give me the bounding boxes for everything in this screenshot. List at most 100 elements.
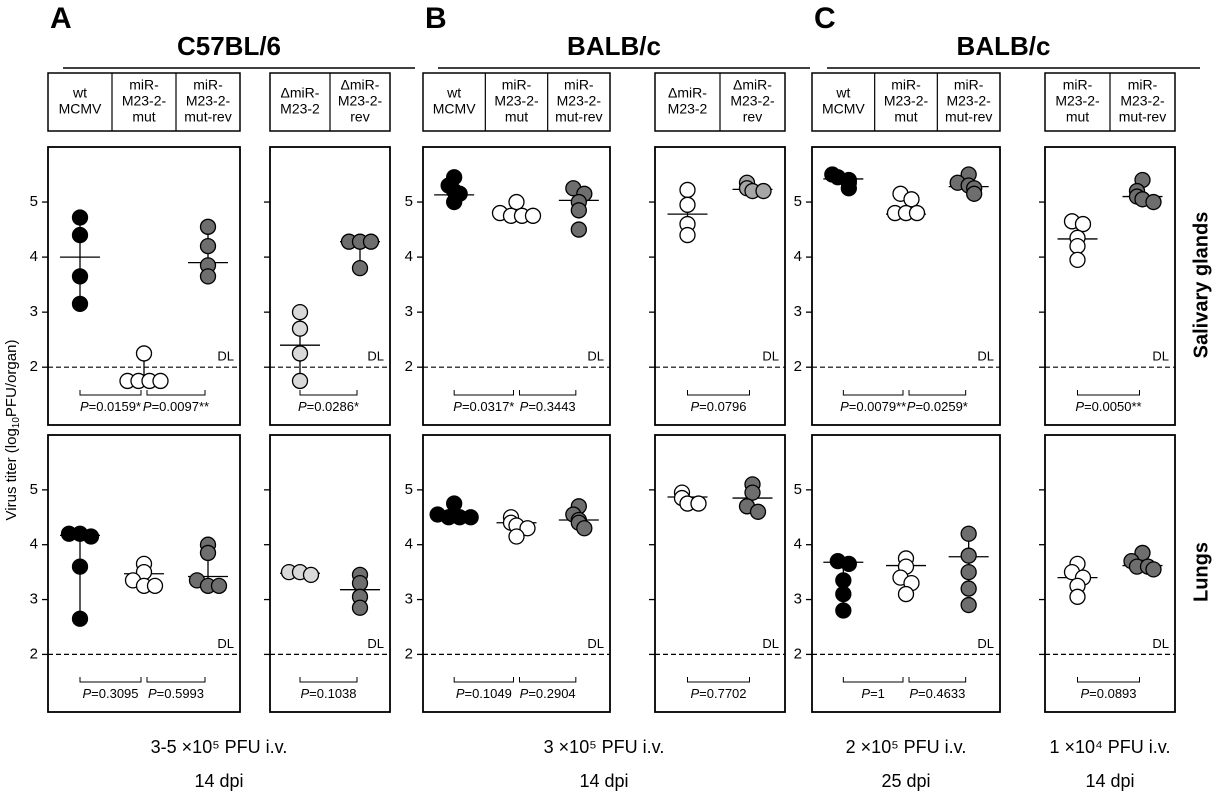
data-point (82, 528, 100, 545)
condition-label: mut-rev (555, 109, 602, 125)
data-point (840, 180, 857, 197)
panel-frame (47, 146, 241, 426)
data-point (960, 596, 977, 614)
dl-label: DL (367, 349, 384, 364)
y-tick-label: 4 (30, 248, 38, 265)
data-point (1134, 544, 1151, 562)
data-point (570, 202, 587, 219)
data-point (960, 525, 977, 542)
row-label: Lungs (1190, 542, 1212, 602)
y-tick-label: 3 (30, 591, 38, 608)
p-value-text: =0.5993 (157, 686, 204, 701)
p-value: P=0.1049 (456, 686, 512, 701)
p-bracket (519, 390, 577, 396)
panel-letter: B (425, 2, 447, 35)
p-value: P=0.0079** (840, 399, 906, 414)
time-label: 25 dpi (881, 771, 930, 791)
p-symbol: P (298, 399, 307, 414)
condition-label: mut-rev (184, 109, 231, 125)
dl-label: DL (977, 636, 994, 651)
data-point (508, 528, 525, 545)
data-point (835, 602, 852, 619)
data-point (679, 226, 696, 244)
dose-label: 1 ×10⁴ PFU i.v. (1050, 737, 1171, 757)
data-point (835, 585, 852, 603)
y-tick-label: 4 (405, 536, 413, 553)
panel-frame (1044, 434, 1176, 713)
data-point (291, 372, 309, 390)
p-bracket (1077, 390, 1140, 396)
p-value: P=0.3443 (520, 399, 576, 414)
data-point (71, 558, 89, 575)
y-tick-label: 2 (30, 358, 38, 375)
condition-label: miR- (1128, 77, 1158, 93)
p-bracket (908, 677, 967, 683)
p-bracket (908, 390, 967, 396)
condition-label: M23-2- (946, 93, 991, 109)
dose-label: 2 ×10⁵ PFU i.v. (846, 737, 967, 757)
data-point (755, 182, 772, 200)
data-point (524, 207, 542, 224)
data-point (1069, 588, 1086, 605)
condition-label: ΔmiR- (733, 77, 772, 93)
data-point (291, 320, 309, 337)
data-point (1069, 237, 1086, 255)
data-point (199, 218, 217, 235)
data-point (146, 577, 164, 594)
panel-frame (1044, 146, 1176, 426)
strain-title: C57BL/6 (177, 31, 281, 61)
p-symbol: P (690, 686, 699, 701)
p-bracket (146, 677, 206, 683)
dl-label: DL (587, 636, 604, 651)
condition-label: M23-2- (338, 93, 383, 109)
p-value: P=0.0796 (690, 399, 746, 414)
row-label: Salivary glands (1190, 212, 1212, 359)
data-point (462, 509, 479, 526)
condition-label: rev (350, 109, 369, 125)
p-value: P=0.0050** (1075, 399, 1141, 414)
p-symbol: P (690, 399, 699, 414)
condition-label: M23-2- (884, 93, 929, 109)
dl-label: DL (1152, 636, 1169, 651)
y-tick-label: 4 (30, 536, 38, 553)
data-point (840, 555, 857, 573)
panel-frame (47, 434, 241, 713)
condition-label: mut (505, 109, 528, 125)
p-symbol: P (82, 686, 91, 701)
panel-letter: A (50, 2, 72, 35)
panel-frame (269, 434, 391, 713)
condition-header (422, 72, 611, 132)
y-tick-label: 5 (794, 481, 802, 498)
y-tick-label: 5 (405, 481, 413, 498)
panel-frame (654, 434, 786, 713)
panel-frame (811, 146, 1001, 426)
data-point (966, 185, 983, 202)
condition-label: miR- (1063, 77, 1093, 93)
y-tick-label: 3 (405, 303, 413, 320)
p-symbol: P (1080, 686, 1089, 701)
data-point (362, 233, 380, 250)
p-value: P=0.1038 (300, 686, 356, 701)
data-point (199, 237, 217, 255)
data-point (152, 372, 169, 390)
y-tick-label: 5 (30, 481, 38, 498)
strain-title: BALB/c (957, 31, 1051, 61)
condition-label: miR- (891, 77, 921, 93)
data-point (71, 268, 89, 285)
y-tick-label: 2 (405, 645, 413, 662)
y-tick-label: 3 (30, 303, 38, 320)
condition-label: MCMV (433, 101, 476, 117)
data-point (897, 585, 915, 603)
data-point (291, 303, 309, 321)
condition-label: M23-2- (1120, 93, 1165, 109)
data-point (71, 226, 89, 244)
data-point (1145, 561, 1162, 578)
data-point (519, 520, 536, 537)
p-bracket (146, 390, 206, 396)
condition-label: M23-2- (730, 93, 775, 109)
y-tick-label: 3 (405, 591, 413, 608)
p-symbol: P (520, 686, 529, 701)
p-symbol: P (148, 686, 157, 701)
y-tick-label: 2 (30, 645, 38, 662)
p-value-text: =0.4633 (918, 686, 965, 701)
